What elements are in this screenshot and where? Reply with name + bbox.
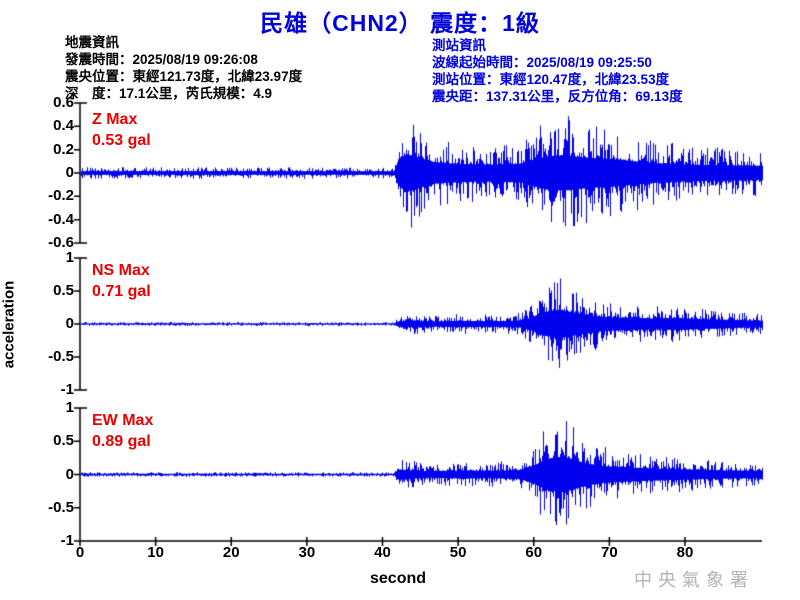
y-tick-label: 0.2	[53, 140, 74, 158]
y-tick-label: 0	[65, 315, 74, 332]
x-tick-label: 70	[601, 544, 618, 561]
page-title: 民雄（CHN2） 震度：1級	[260, 10, 540, 36]
y-tick-label: 0.5	[53, 432, 74, 450]
x-tick-label: 80	[676, 544, 694, 561]
y-tick-label: -1	[60, 532, 74, 549]
info-line: 測站位置：東經120.47度，北緯23.53度	[432, 72, 670, 87]
event-info-block: 地震資訊 發震時間：2025/08/19 09:26:08 震央位置：東經121.…	[65, 34, 302, 102]
ew-max-label: EW Max 0.89 gal	[92, 410, 153, 452]
x-tick-label: 50	[449, 544, 467, 561]
watermark: 中央氣象署	[634, 570, 754, 590]
y-tick-label: -0.2	[48, 187, 74, 205]
x-tick-label: 40	[374, 544, 391, 561]
y-tick-label: -1	[60, 381, 74, 398]
x-axis-label: second	[370, 570, 427, 587]
z-max-label: Z Max 0.53 gal	[92, 109, 151, 151]
y-tick-label: -0.5	[48, 348, 74, 365]
y-tick-label: 1	[65, 399, 74, 416]
y-tick-label: 0.4	[53, 117, 74, 135]
x-tick-label: 0	[75, 544, 85, 561]
y-tick-label: 0	[65, 465, 74, 483]
ns-max-label: NS Max 0.71 gal	[92, 260, 151, 302]
x-tick-label: 30	[298, 544, 316, 561]
info-line: 波線起始時間：2025/08/19 09:25:50	[432, 55, 652, 70]
y-tick-label: -0.4	[48, 210, 74, 228]
y-tick-label: 0.6	[53, 93, 74, 111]
info-line: 震央位置：東經121.73度，北緯23.97度	[65, 69, 303, 84]
station-info-block: 測站資訊 波線起始時間：2025/08/19 09:25:50 測站位置：東經12…	[432, 37, 683, 105]
y-tick-label: 1	[65, 249, 74, 266]
y-tick-label: -0.5	[48, 498, 74, 516]
y-tick-label: 0.5	[53, 282, 74, 299]
x-tick-label: 60	[525, 544, 543, 561]
info-line: 發震時間：2025/08/19 09:26:08	[65, 52, 258, 67]
station-info-lines: 波線起始時間：2025/08/19 09:25:50 測站位置：東經120.47度…	[432, 54, 683, 105]
event-info-lines: 發震時間：2025/08/19 09:26:08 震央位置：東經121.73度，北…	[65, 51, 302, 102]
event-info-heading: 地震資訊	[65, 35, 119, 50]
ew-max-title: EW Max	[92, 412, 154, 429]
station-info-heading: 測站資訊	[432, 38, 486, 53]
info-line: 深 度：17.1公里，芮氏規模：4.9	[65, 86, 273, 101]
y-tick-label: -0.6	[48, 234, 74, 251]
y-tick-label: 0	[65, 164, 74, 181]
x-tick-label: 10	[147, 544, 164, 561]
ns-max-value: 0.71 gal	[92, 283, 151, 300]
y-axis-label: acceleration	[0, 280, 18, 369]
info-line: 震央距：137.31公里，反方位角：69.13度	[432, 89, 683, 104]
ew-max-value: 0.89 gal	[92, 433, 151, 450]
x-tick-label: 20	[222, 544, 240, 561]
z-max-value: 0.53 gal	[92, 132, 151, 149]
z-max-title: Z Max	[92, 111, 138, 128]
ns-max-title: NS Max	[92, 262, 150, 279]
